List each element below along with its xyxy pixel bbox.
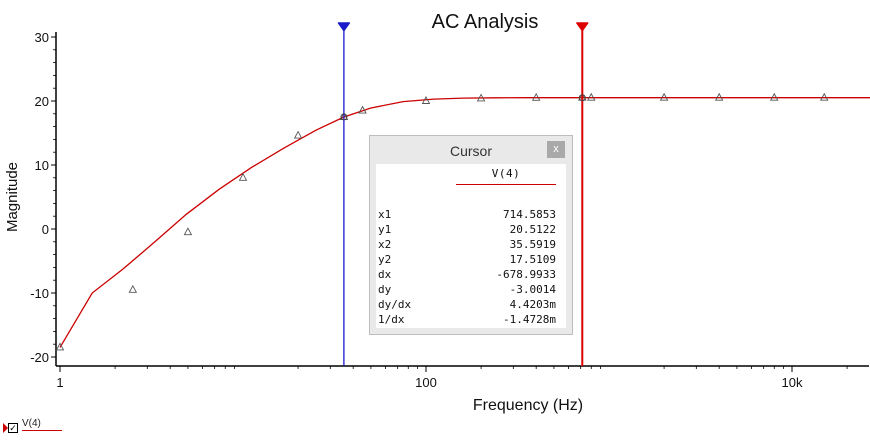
axes (55, 32, 869, 367)
data-point-marker (128, 284, 138, 293)
y-tick-label: 20 (35, 94, 49, 109)
x-axis-ticks: 1 100 10k (56, 366, 848, 390)
y-tick-label: 10 (35, 158, 49, 173)
legend: ✓ V(4) (0, 418, 70, 436)
legend-series-label: V(4) (22, 418, 41, 429)
y-axis-ticks: 30 20 10 0 -10 -20 (30, 30, 56, 365)
cursor-row: dx -678.9933 (378, 267, 560, 282)
cursor-row-value: 714.5853 (503, 208, 556, 221)
cursor-row-label: dx (378, 268, 392, 281)
series-layer (55, 92, 870, 351)
cursor-row-value: 17.5109 (509, 253, 556, 266)
cursor-row-label: dy/dx (378, 298, 412, 311)
x-tick-label: 100 (415, 375, 437, 390)
y-axis-label: Magnitude (4, 162, 21, 232)
cursor-row-label: x1 (378, 208, 392, 221)
data-point-marker (770, 92, 779, 101)
legend-checkbox[interactable]: ✓ (8, 423, 18, 433)
cursor-row-label: 1/dx (378, 313, 405, 326)
x-tick-label: 1 (56, 375, 63, 390)
legend-marker-icon (3, 423, 8, 433)
cursor-row-label: y2 (378, 253, 392, 266)
y-tick-label: -20 (30, 350, 49, 365)
data-point-marker (183, 227, 193, 236)
cursor-2-handle (337, 23, 350, 32)
data-point-marker (358, 105, 367, 114)
cursor-row-label: dy (378, 283, 392, 296)
y-tick-label: -10 (30, 286, 49, 301)
data-point-marker (659, 92, 669, 101)
data-point-marker (238, 172, 248, 181)
cursor-row-value: 35.5919 (509, 238, 556, 251)
data-point-marker (714, 92, 724, 101)
data-point-marker (587, 92, 596, 101)
cursor-1-point (578, 94, 586, 102)
cursor-2-point (340, 113, 348, 121)
chart-title: AC Analysis (432, 11, 539, 33)
cursor-row-label: y1 (378, 223, 392, 236)
data-point-marker (421, 96, 431, 104)
data-point-marker (55, 342, 65, 351)
cursor-panel-title: Cursor (449, 143, 492, 159)
y-tick-label: 0 (42, 222, 49, 237)
cursor-table: V(4) x1 714.5853 y1 20.5122 x2 35.5919 y… (376, 164, 566, 328)
cursor-row-value: -1.4728m (503, 313, 556, 326)
cursor-row-value: 4.4203m (509, 298, 556, 311)
data-point-marker (819, 92, 829, 101)
y-tick-label: 30 (35, 30, 49, 45)
data-point-marker (531, 92, 541, 101)
cursor-row: y1 20.5122 (378, 222, 560, 237)
data-point-marker (476, 93, 486, 102)
cursor-row: x2 35.5919 (378, 237, 560, 252)
cursor-row: 1/dx -1.4728m (378, 312, 560, 327)
legend-series-line (22, 430, 62, 431)
cursor-row: y2 17.5109 (378, 252, 560, 267)
column-series-line (456, 184, 556, 185)
x-axis-label: Frequency (Hz) (473, 397, 583, 414)
cursor-row-label: x2 (378, 238, 392, 251)
cursor-1-handle (576, 23, 589, 32)
cursor-layer[interactable] (337, 22, 589, 366)
cursor-row-value: -3.0014 (509, 283, 556, 296)
x-tick-label: 10k (782, 375, 803, 390)
cursor-row: x1 714.5853 (378, 207, 560, 222)
cursor-row-value: 20.5122 (509, 223, 556, 236)
data-point-marker (293, 130, 303, 139)
cursor-row: dy -3.0014 (378, 282, 560, 297)
cursor-row-value: -678.9933 (496, 268, 556, 281)
close-button[interactable]: x (547, 141, 565, 158)
cursor-panel: Cursor x V(4) x1 714.5853 y1 20.5122 x2 … (369, 135, 573, 335)
cursor-column-header: V(4) (491, 167, 521, 180)
cursor-row: dy/dx 4.4203m (378, 297, 560, 312)
